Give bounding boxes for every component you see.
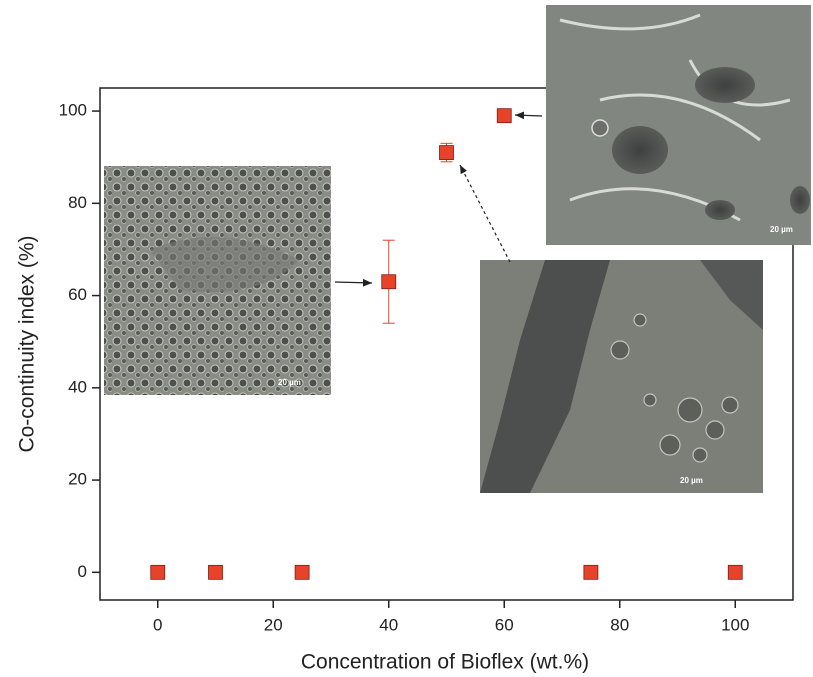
sem-inset-bottom: 20 µm [480, 260, 763, 493]
sem-inset-left: 20 µm [104, 166, 331, 395]
point [382, 275, 396, 289]
y-tick-label: 60 [68, 285, 87, 304]
point [728, 565, 742, 579]
y-tick-label: 80 [68, 193, 87, 212]
y-tick-label: 100 [59, 101, 87, 120]
scale-label: 20 µm [278, 378, 301, 387]
arrow [460, 165, 510, 262]
scale-label: 20 µm [680, 476, 703, 485]
scale-label: 20 µm [770, 225, 793, 234]
x-axis-title: Concentration of Bioflex (wt.%) [301, 651, 589, 674]
y-tick-label: 20 [68, 470, 87, 489]
y-tick-label: 40 [68, 377, 87, 396]
arrow [515, 115, 542, 116]
x-tick-label: 100 [721, 615, 749, 634]
x-tick-label: 80 [610, 615, 629, 634]
point [151, 565, 165, 579]
y-tick-label: 0 [78, 562, 87, 581]
point [295, 565, 309, 579]
y-axis-title: Co-continuity index (%) [16, 235, 39, 452]
point [440, 146, 454, 160]
point [584, 565, 598, 579]
x-tick-label: 0 [153, 615, 162, 634]
arrow [335, 282, 372, 283]
chart: 0 20 40 60 80 100 0 20 40 60 80 100 20 µm 20 µm 20 … [0, 0, 813, 677]
sem-inset-top: 20 µm [546, 5, 811, 245]
x-tick-label: 60 [495, 615, 514, 634]
x-tick-label: 40 [379, 615, 398, 634]
point [209, 565, 223, 579]
point [497, 109, 511, 123]
x-tick-label: 20 [264, 615, 283, 634]
